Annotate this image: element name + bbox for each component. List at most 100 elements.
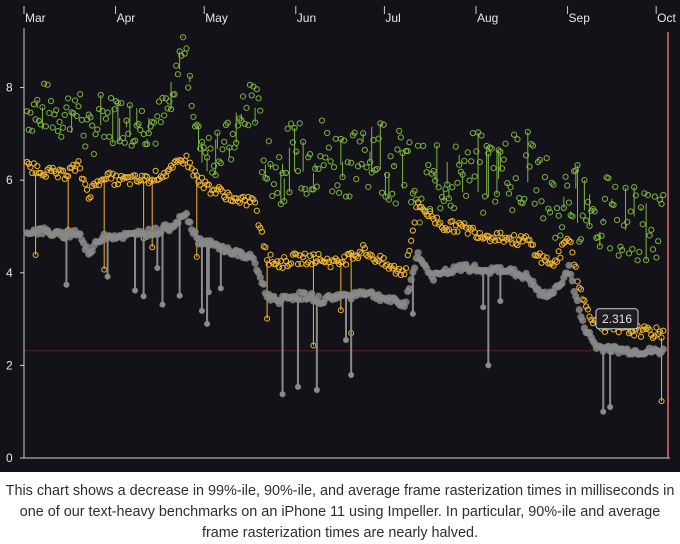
data-point: [133, 122, 140, 129]
outlier-point: [409, 310, 416, 317]
data-point: [34, 162, 41, 170]
data-point: [327, 264, 334, 271]
data-point: [164, 105, 171, 112]
data-point: [164, 167, 171, 175]
data-point: [402, 298, 410, 306]
data-point: [330, 163, 338, 171]
data-point: [375, 135, 382, 142]
data-point: [243, 202, 250, 209]
data-point: [449, 217, 456, 225]
data-point: [154, 113, 161, 120]
data-point: [607, 245, 614, 252]
x-tick-label: Aug: [477, 11, 498, 25]
data-point: [23, 108, 31, 115]
data-point: [423, 169, 430, 176]
data-point: [97, 91, 104, 99]
data-point: [71, 167, 79, 174]
data-point: [314, 292, 323, 300]
data-point: [649, 334, 657, 341]
data-point: [198, 174, 206, 181]
data-point: [212, 171, 219, 179]
data-point: [252, 199, 259, 206]
data-point: [243, 104, 250, 111]
data-point: [106, 169, 113, 176]
data-point: [620, 222, 627, 229]
data-point: [432, 177, 439, 184]
data-point: [586, 222, 593, 230]
data-point: [95, 105, 103, 113]
data-point: [646, 232, 653, 239]
data-point: [312, 259, 319, 266]
data-point: [284, 125, 291, 132]
data-point: [143, 173, 151, 180]
data-point: [440, 197, 447, 205]
data-point: [255, 95, 262, 102]
data-point: [596, 243, 603, 250]
data-point: [402, 265, 410, 272]
data-point: [253, 207, 260, 214]
data-point: [356, 138, 363, 145]
data-point: [581, 297, 588, 304]
data-point: [274, 258, 281, 265]
chart-container: 0 2 4 6 8 Mar Apr May Jun Jul Aug Sep Oct 2.316: [0, 0, 680, 472]
data-point: [260, 157, 267, 164]
data-point: [354, 254, 362, 262]
outlier-point: [154, 264, 161, 271]
data-point: [114, 100, 121, 107]
data-point: [591, 208, 598, 215]
data-point: [425, 161, 432, 169]
data-point: [257, 107, 264, 114]
data-point: [344, 159, 351, 166]
data-point: [533, 187, 540, 194]
data-point: [183, 45, 190, 52]
data-point: [47, 97, 55, 105]
data-point: [655, 238, 662, 245]
data-point: [564, 235, 571, 242]
data-point: [73, 112, 80, 120]
data-point: [504, 236, 511, 243]
data-point: [30, 160, 37, 167]
outlier-point: [149, 244, 156, 251]
data-point: [540, 215, 547, 222]
data-point: [341, 137, 348, 144]
data-point: [75, 103, 82, 110]
data-point: [121, 139, 128, 146]
data-point: [102, 115, 109, 122]
data-point: [212, 190, 219, 197]
x-tick-label: May: [205, 11, 228, 25]
data-point: [234, 122, 242, 129]
data-point: [30, 101, 37, 108]
data-point: [107, 175, 115, 182]
data-point: [191, 123, 199, 130]
data-point: [308, 260, 315, 268]
data-point: [179, 34, 187, 41]
data-point: [198, 138, 206, 146]
data-point: [411, 187, 418, 194]
data-point: [478, 132, 485, 139]
outlier-point: [600, 408, 607, 415]
data-point: [101, 133, 108, 140]
data-point: [408, 237, 415, 244]
data-point: [53, 107, 60, 114]
data-point: [221, 138, 228, 145]
data-point: [397, 134, 404, 141]
data-point: [260, 280, 268, 288]
data-point: [471, 229, 478, 236]
data-point: [186, 72, 194, 79]
data-point: [445, 226, 453, 233]
data-point: [569, 213, 576, 220]
data-point: [279, 170, 286, 177]
data-point: [565, 261, 573, 269]
data-point: [380, 254, 387, 262]
data-point: [241, 196, 248, 204]
data-point: [615, 329, 622, 336]
x-tick-label: Sep: [569, 11, 591, 25]
data-point: [625, 250, 633, 257]
data-point: [568, 277, 576, 285]
data-point: [300, 253, 307, 261]
series-group: [23, 209, 667, 415]
data-point: [155, 98, 163, 105]
data-point: [392, 200, 399, 207]
data-point: [58, 133, 65, 140]
data-point: [579, 316, 587, 325]
